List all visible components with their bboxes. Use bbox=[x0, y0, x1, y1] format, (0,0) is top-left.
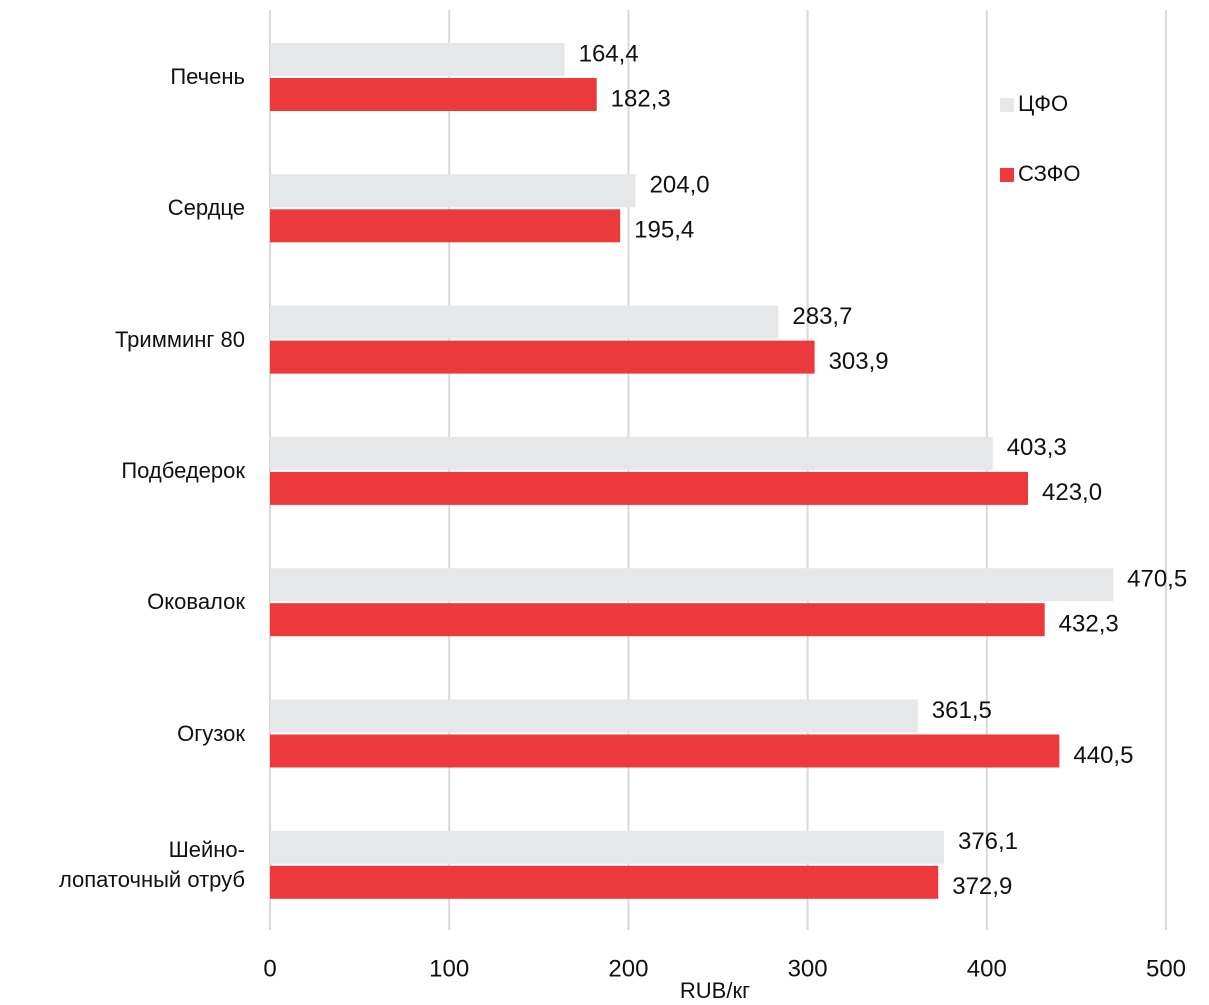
value-label: 432,3 bbox=[1059, 611, 1119, 638]
value-label: 283,7 bbox=[792, 303, 852, 330]
value-label: 403,3 bbox=[1007, 434, 1067, 461]
value-label: 164,4 bbox=[579, 40, 639, 67]
bar bbox=[270, 734, 1060, 768]
x-tick-label: 400 bbox=[967, 955, 1007, 982]
value-label: 361,5 bbox=[932, 697, 992, 724]
value-label: 204,0 bbox=[650, 172, 710, 199]
y-tick-label: Тримминг 80 bbox=[114, 326, 245, 352]
value-label: 182,3 bbox=[611, 85, 671, 112]
bar bbox=[270, 865, 939, 899]
legend-label: ЦФО bbox=[1018, 91, 1068, 116]
bar bbox=[270, 471, 1029, 505]
bar bbox=[270, 340, 815, 374]
x-tick-label: 500 bbox=[1146, 955, 1186, 982]
bar bbox=[270, 43, 565, 76]
value-label: 372,9 bbox=[952, 873, 1012, 900]
y-tick-label: Огузок bbox=[177, 720, 245, 746]
legend-label: СЗФО bbox=[1018, 161, 1081, 186]
bar bbox=[270, 603, 1045, 637]
x-tick-label: 0 bbox=[263, 955, 276, 982]
legend-swatch bbox=[1000, 98, 1014, 112]
legend-swatch bbox=[1000, 168, 1014, 182]
bar bbox=[270, 305, 779, 339]
bar bbox=[270, 78, 597, 111]
x-axis-title: RUB/кг bbox=[680, 978, 750, 1003]
y-tick-label: Печень bbox=[170, 64, 245, 89]
bar bbox=[270, 568, 1114, 602]
bar bbox=[270, 174, 636, 208]
value-label: 423,0 bbox=[1042, 479, 1102, 506]
bar bbox=[270, 209, 621, 243]
value-label: 303,9 bbox=[829, 348, 889, 375]
value-label: 376,1 bbox=[958, 828, 1018, 855]
x-tick-label: 200 bbox=[608, 955, 648, 982]
value-label: 195,4 bbox=[634, 217, 694, 244]
y-tick-label: Шейно- лопаточный отруб bbox=[58, 836, 245, 892]
bar bbox=[270, 699, 918, 733]
y-tick-label: Подбедерок bbox=[121, 457, 245, 483]
y-tick-label: Оковалок bbox=[147, 589, 245, 615]
x-tick-label: 100 bbox=[429, 955, 469, 982]
x-tick-label: 300 bbox=[788, 955, 828, 982]
value-label: 470,5 bbox=[1127, 566, 1187, 593]
value-label: 440,5 bbox=[1073, 742, 1133, 769]
bar bbox=[270, 830, 944, 864]
bar bbox=[270, 436, 993, 470]
y-tick-label: Сердце bbox=[167, 195, 245, 221]
